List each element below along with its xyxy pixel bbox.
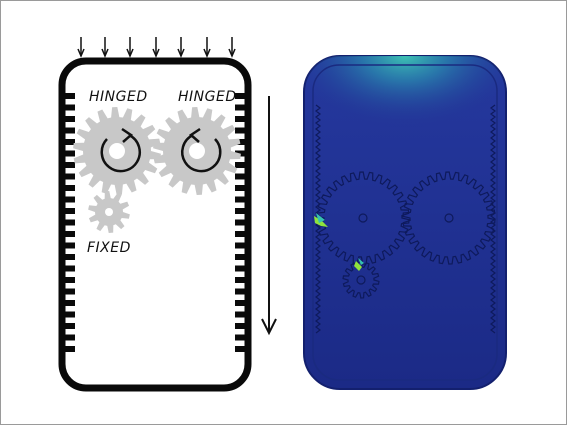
load-arrow-head-icon: [77, 48, 85, 58]
rack-tooth: [63, 173, 75, 180]
rack-tooth: [235, 185, 247, 191]
sim-gear-small: [342, 261, 380, 299]
rack-tooth: [63, 150, 75, 157]
rack-tooth: [235, 300, 247, 306]
gear-hub: [109, 143, 125, 159]
load-arrow-head-icon: [177, 48, 185, 58]
simulation-inner-frame: [312, 64, 498, 381]
load-arrow-head-icon: [152, 48, 160, 58]
label-fixed: FIXED: [87, 240, 131, 256]
rack-tooth: [235, 334, 247, 341]
rotation-arrowhead-left-icon: [121, 127, 134, 143]
gear-hub: [105, 208, 113, 216]
rack-tooth: [63, 104, 75, 111]
sim-gear-hub: [444, 213, 454, 223]
rack-tooth: [63, 288, 75, 295]
rack-tooth: [235, 265, 247, 272]
rack-tooth: [235, 323, 247, 329]
rotation-arrow-right-icon: [181, 133, 222, 173]
rack-tooth: [235, 219, 247, 226]
load-arrow-head-icon: [126, 48, 134, 58]
rack-tooth: [63, 277, 75, 283]
rack-tooth: [235, 162, 247, 168]
simulation-hotspot-top: [304, 56, 506, 176]
rack-tooth: [235, 104, 247, 111]
rack-tooth: [235, 231, 247, 237]
rack-tooth: [235, 346, 247, 352]
fixed-gear-small: [88, 191, 130, 233]
sim-gear-outline: [316, 171, 410, 265]
sim-rack-right: [490, 104, 496, 334]
rack-tooth: [63, 219, 75, 226]
rack-tooth: [235, 254, 247, 260]
rack-tooth: [63, 311, 75, 318]
stress-hotspot-small-gear: [354, 261, 362, 271]
rack-tooth: [235, 208, 247, 214]
rack-tooth: [235, 139, 247, 145]
load-arrows: [77, 37, 236, 58]
rack-teeth-right: [235, 93, 247, 352]
rotation-arrow-left-icon: [100, 133, 141, 173]
label-hinged-right: HINGED: [178, 89, 237, 105]
rack-tooth: [63, 231, 75, 237]
rack-tooth: [63, 346, 75, 352]
load-arrow-head-icon: [228, 48, 236, 58]
rack-tooth: [63, 185, 75, 191]
sim-gear-outline: [342, 261, 380, 299]
sim-gear-right: [402, 171, 496, 265]
rack-tooth: [63, 242, 75, 249]
rack-tooth: [63, 334, 75, 341]
gear-hub: [189, 143, 205, 159]
label-hinged-left: HINGED: [89, 89, 148, 105]
sim-gear-hub: [356, 275, 366, 285]
rack-teeth-left: [63, 93, 75, 352]
schematic-frame: [58, 57, 252, 392]
rack-tooth: [235, 127, 247, 134]
rack-tooth: [235, 116, 247, 122]
hinged-gear-right: [153, 107, 241, 195]
sim-gear-outline: [402, 171, 496, 265]
sim-gear-hub: [358, 213, 368, 223]
rack-tooth: [63, 254, 75, 260]
stress-hotspot-rack-glow: [316, 213, 325, 223]
stress-hotspot-small-gear-glow: [358, 258, 364, 265]
rack-tooth: [235, 311, 247, 318]
rack-tooth: [63, 323, 75, 329]
load-arrow-head-icon: [101, 48, 109, 58]
rack-tooth: [63, 127, 75, 134]
rack-tooth: [63, 300, 75, 306]
rack-tooth: [63, 162, 75, 168]
rack-tooth: [235, 93, 247, 99]
rack-tooth: [63, 208, 75, 214]
motion-arrow-head-icon: [261, 318, 277, 336]
rack-tooth: [235, 150, 247, 157]
rack-tooth: [63, 139, 75, 145]
rack-tooth: [63, 265, 75, 272]
rotation-arrowhead-right-icon: [188, 127, 201, 143]
rack-tooth: [235, 196, 247, 203]
rack-tooth: [235, 173, 247, 180]
rack-tooth: [235, 242, 247, 249]
hinged-gear-left: [73, 107, 161, 195]
rack-tooth: [63, 196, 75, 203]
sim-rack-teeth: [490, 104, 496, 334]
rack-tooth: [235, 277, 247, 283]
sim-gear-left: [316, 171, 410, 265]
load-arrow-head-icon: [203, 48, 211, 58]
rack-tooth: [63, 93, 75, 99]
simulation-result: [303, 55, 507, 390]
rack-tooth: [63, 116, 75, 122]
rack-tooth: [235, 288, 247, 295]
schematic: HINGED HINGED FIXED: [58, 37, 277, 392]
